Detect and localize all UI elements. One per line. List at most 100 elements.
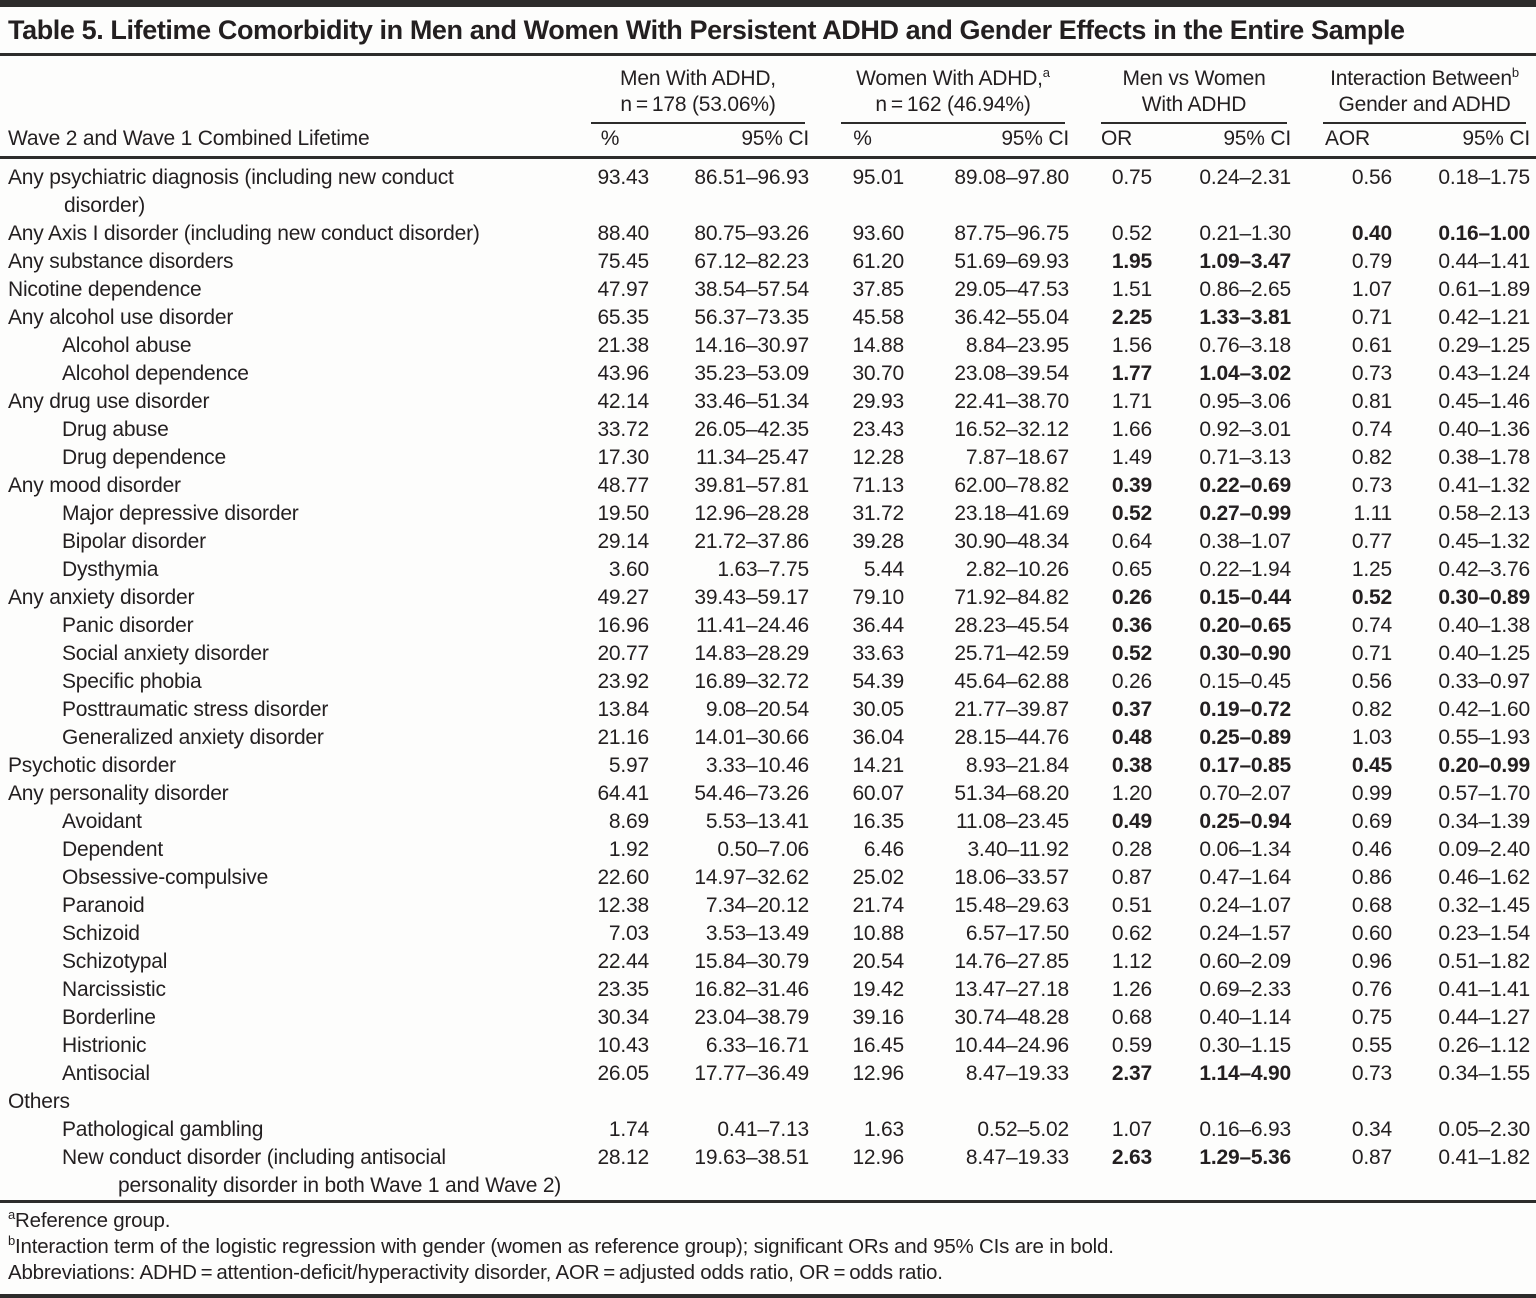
cell-men-pct: 20.77 (597, 642, 649, 665)
cell-or: 0.64 (1111, 530, 1152, 553)
cell-women-ci: 28.15–44.76 (954, 726, 1069, 749)
cell-aor: 0.74 (1351, 418, 1392, 441)
cell-women-pct: 60.07 (852, 782, 904, 805)
cell-women-ci: 21.77–39.87 (954, 698, 1069, 721)
cell-aor: 0.68 (1351, 894, 1392, 917)
row-label: Alcohol dependence (62, 362, 249, 385)
cell-women-pct: 14.88 (852, 334, 904, 357)
cell-or: 0.26 (1111, 586, 1152, 609)
table-row: Narcissistic 23.35 16.82–31.46 19.42 13.… (0, 976, 1536, 1004)
cell-men-pct: 23.92 (597, 670, 649, 693)
cell-men-ci: 19.63–38.51 (694, 1146, 809, 1169)
cell-men-pct: 49.27 (597, 586, 649, 609)
cell-or-ci: 0.40–1.14 (1199, 1006, 1291, 1029)
cell-men-ci: 6.33–16.71 (705, 1034, 809, 1057)
row-label: Drug abuse (62, 418, 169, 441)
table-row: Any substance disorders 75.45 67.12–82.2… (0, 248, 1536, 276)
stub-header: Wave 2 and Wave 1 Combined Lifetime (0, 56, 565, 159)
cell-or-ci: 1.14–4.90 (1199, 1062, 1291, 1085)
cell-aor: 0.69 (1351, 810, 1392, 833)
cell-women-pct: 36.44 (852, 614, 904, 637)
cell-or-ci: 0.15–0.44 (1199, 586, 1291, 609)
cell-aor-ci: 0.45–1.46 (1438, 390, 1531, 413)
cell-women-pct: 33.63 (852, 642, 904, 665)
cell-or-ci: 0.76–3.18 (1199, 334, 1291, 357)
table-row: Borderline 30.34 23.04–38.79 39.16 30.74… (0, 1004, 1536, 1032)
row-label: New conduct disorder (including antisoci… (62, 1146, 562, 1197)
cell-or-ci: 0.38–1.07 (1199, 530, 1291, 553)
cell-or-ci: 0.60–2.09 (1199, 950, 1291, 973)
row-label: Dysthymia (62, 558, 159, 581)
cell-or: 1.95 (1111, 250, 1152, 273)
cell-aor: 0.82 (1351, 698, 1392, 721)
cell-men-ci: 14.01–30.66 (694, 726, 809, 749)
table-row: Dysthymia 3.60 1.63–7.75 5.44 2.82–10.26… (0, 556, 1536, 584)
cell-women-pct: 31.72 (852, 502, 904, 525)
cell-aor-ci: 0.18–1.75 (1438, 166, 1531, 189)
cell-aor: 0.79 (1351, 250, 1392, 273)
row-label: Dependent (62, 838, 163, 861)
cell-aor: 0.82 (1351, 446, 1392, 469)
cell-or: 1.49 (1111, 446, 1152, 469)
cell-women-pct: 45.58 (852, 306, 904, 329)
cell-men-ci: 86.51–96.93 (694, 166, 809, 189)
cell-women-pct: 20.54 (852, 950, 904, 973)
table-row: Drug dependence 17.30 11.34–25.47 12.28 … (0, 444, 1536, 472)
cell-women-pct: 16.35 (852, 810, 904, 833)
cell-or-ci: 0.69–2.33 (1199, 978, 1291, 1001)
cell-women-ci: 28.23–45.54 (954, 614, 1069, 637)
cell-aor (1297, 1088, 1398, 1116)
cell-aor: 0.56 (1351, 166, 1392, 189)
cell-women-ci: 87.75–96.75 (954, 222, 1069, 245)
cell-or: 1.07 (1111, 1118, 1152, 1141)
cell-or-ci: 0.24–1.07 (1199, 894, 1291, 917)
cell-men-pct: 7.03 (608, 922, 649, 945)
cell-men-pct: 1.74 (608, 1118, 649, 1141)
cell-women-ci: 29.05–47.53 (954, 278, 1069, 301)
cell-aor-ci: 0.57–1.70 (1438, 782, 1531, 805)
or-header: OR (1075, 124, 1158, 159)
cell-or: 2.37 (1111, 1062, 1152, 1085)
cell-women-ci: 71.92–84.82 (954, 586, 1069, 609)
cell-or-ci: 0.30–1.15 (1199, 1034, 1291, 1057)
cell-aor-ci: 0.41–1.41 (1438, 978, 1531, 1001)
cell-or-ci: 0.25–0.94 (1199, 810, 1291, 833)
cell-men-pct (565, 1088, 655, 1116)
table-row: Any mood disorder 48.77 39.81–57.81 71.1… (0, 472, 1536, 500)
cell-women-pct: 95.01 (852, 166, 904, 189)
table-row: Any alcohol use disorder 65.35 56.37–73.… (0, 304, 1536, 332)
cell-or: 0.28 (1111, 838, 1152, 861)
cell-men-pct: 28.12 (597, 1146, 649, 1169)
table-row: Paranoid 12.38 7.34–20.12 21.74 15.48–29… (0, 892, 1536, 920)
table-row: Alcohol dependence 43.96 35.23–53.09 30.… (0, 360, 1536, 388)
cell-aor-ci: 0.34–1.55 (1438, 1062, 1531, 1085)
cell-or: 0.52 (1111, 222, 1152, 245)
comorbidity-table: Wave 2 and Wave 1 Combined Lifetime Men … (0, 56, 1536, 1200)
row-label: Any mood disorder (8, 474, 181, 497)
cell-or-ci: 0.24–2.31 (1199, 166, 1291, 189)
table-row: New conduct disorder (including antisoci… (0, 1144, 1536, 1200)
cell-aor: 0.76 (1351, 978, 1392, 1001)
cell-aor-ci: 0.40–1.36 (1438, 418, 1531, 441)
cell-men-pct: 42.14 (597, 390, 649, 413)
cell-women-ci: 89.08–97.80 (954, 166, 1069, 189)
top-rule (0, 0, 1536, 7)
cell-aor-ci: 0.43–1.24 (1438, 362, 1531, 385)
table-row: Any drug use disorder 42.14 33.46–51.34 … (0, 388, 1536, 416)
cell-men-ci: 5.53–13.41 (705, 810, 809, 833)
table-row: Drug abuse 33.72 26.05–42.35 23.43 16.52… (0, 416, 1536, 444)
cell-men-ci: 11.34–25.47 (695, 446, 809, 469)
row-label: Antisocial (62, 1062, 150, 1085)
cell-men-ci: 14.83–28.29 (694, 642, 809, 665)
cell-or: 0.26 (1111, 670, 1152, 693)
cell-or-ci: 0.25–0.89 (1199, 726, 1291, 749)
cell-women-pct (815, 1088, 910, 1116)
row-label: Drug dependence (62, 446, 226, 469)
cell-women-pct: 93.60 (852, 222, 904, 245)
cell-women-ci: 11.08–23.45 (955, 810, 1069, 833)
cell-aor: 0.55 (1351, 1034, 1392, 1057)
row-label: Nicotine dependence (8, 278, 202, 301)
table-title: Table 5. Lifetime Comorbidity in Men and… (0, 7, 1536, 56)
cell-aor: 0.74 (1351, 614, 1392, 637)
cell-women-ci: 8.47–19.33 (965, 1062, 1069, 1085)
